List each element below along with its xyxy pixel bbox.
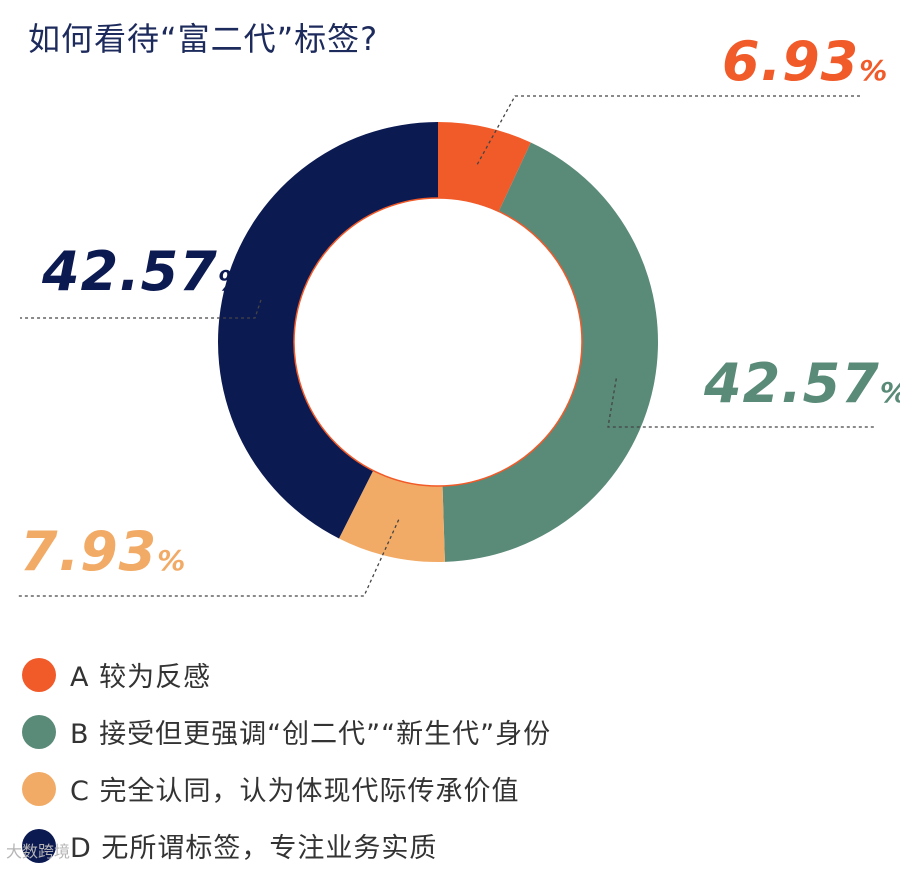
slice-c-value: 7.93 bbox=[20, 520, 158, 583]
legend-text-c: C 完全认同，认为体现代际传承价值 bbox=[70, 776, 520, 807]
slice-c-percent-label: 7.93% bbox=[20, 520, 186, 583]
legend-item-b: B 接受但更强调“创二代”“新生代”身份 bbox=[22, 703, 551, 760]
watermark: 大数跨境 bbox=[6, 842, 71, 861]
slice-b-percent-label: 42.57% bbox=[704, 352, 900, 415]
legend-dot-d bbox=[22, 828, 56, 863]
leader-line-a bbox=[476, 95, 862, 165]
chart-title: 如何看待“富二代”标签? bbox=[28, 20, 379, 58]
chart-legend: A 较为反感 B 接受但更强调“创二代”“新生代”身份 C 完全认同，认为体现代… bbox=[22, 646, 551, 874]
legend-dot-c bbox=[22, 771, 56, 806]
legend-text-d: D 无所谓标签，专注业务实质 bbox=[70, 833, 438, 864]
slice-d-percent-label: 42.57% bbox=[42, 240, 247, 303]
legend-dot-b bbox=[22, 714, 56, 749]
legend-text-a: A 较为反感 bbox=[70, 662, 212, 693]
leader-line-c bbox=[18, 519, 400, 597]
legend-item-c: C 完全认同，认为体现代际传承价值 bbox=[22, 760, 551, 817]
slice-c-unit: % bbox=[157, 544, 187, 577]
donut-slice-a bbox=[438, 122, 531, 212]
donut-chart bbox=[18, 95, 875, 597]
slice-b-unit: % bbox=[880, 376, 900, 409]
legend-text-b: B 接受但更强调“创二代”“新生代”身份 bbox=[70, 719, 552, 750]
donut-slice-d bbox=[218, 121, 438, 539]
slice-d-unit: % bbox=[217, 264, 247, 297]
legend-item-d: D 无所谓标签，专注业务实质 bbox=[22, 817, 551, 874]
legend-dot-a bbox=[22, 657, 56, 692]
slice-a-unit: % bbox=[859, 54, 889, 87]
slice-d-value: 42.57 bbox=[42, 240, 218, 303]
donut-slice-c bbox=[338, 470, 445, 562]
slice-a-percent-label: 6.93% bbox=[722, 30, 888, 93]
slice-a-value: 6.93 bbox=[722, 30, 860, 93]
leader-line-d bbox=[20, 299, 262, 319]
donut-slice-b bbox=[442, 142, 658, 562]
leader-line-b bbox=[607, 378, 875, 428]
slice-b-value: 42.57 bbox=[704, 352, 880, 415]
legend-item-a: A 较为反感 bbox=[22, 646, 551, 703]
donut-hole bbox=[293, 197, 583, 487]
